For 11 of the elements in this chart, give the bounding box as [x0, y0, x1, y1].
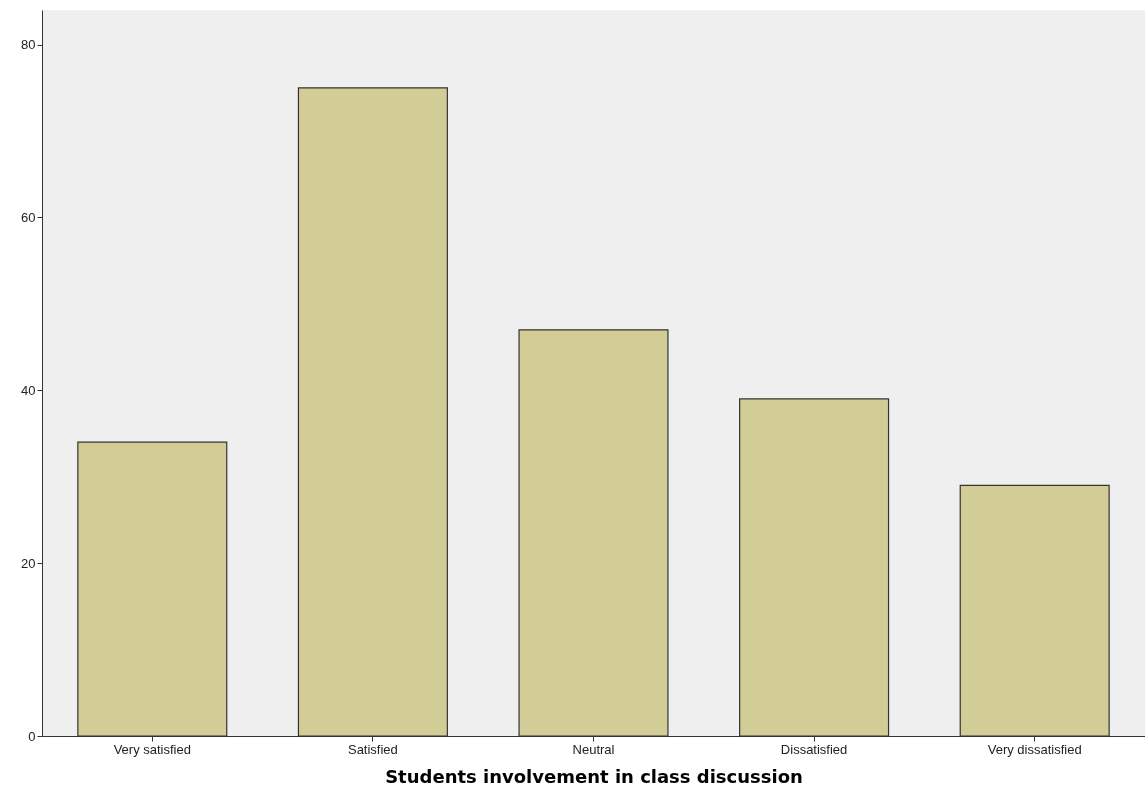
x-tick-label: Very dissatisfied [987, 741, 1082, 757]
x-tick-label: Dissatisfied [780, 741, 848, 757]
y-tick-label: 40 [21, 382, 36, 398]
y-tick-label: 80 [21, 37, 36, 53]
x-tick-label: Very satisfied [113, 741, 191, 757]
x-axis-title: Students involvement in class discussion [385, 765, 803, 787]
x-tick-label: Satisfied [347, 741, 398, 757]
y-tick-label: 20 [21, 555, 36, 571]
x-tick-label: Neutral [572, 741, 615, 757]
y-tick-label: 60 [21, 209, 36, 225]
y-tick-label: 0 [28, 728, 36, 744]
